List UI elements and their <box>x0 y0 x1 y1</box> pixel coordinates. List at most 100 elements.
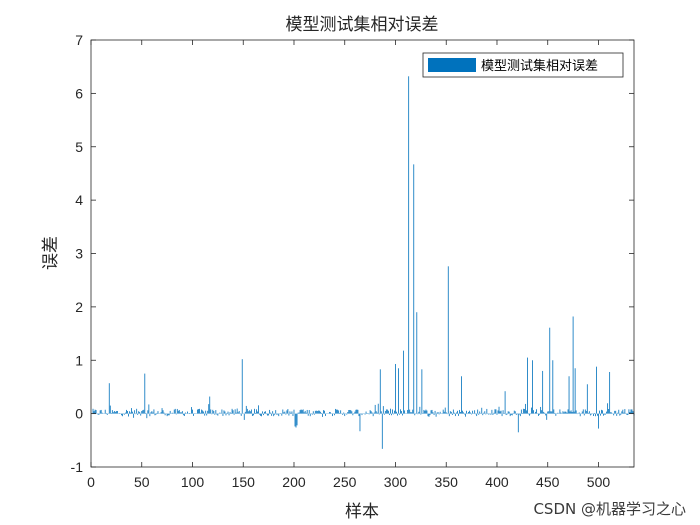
bar <box>448 413 450 417</box>
bar <box>141 411 143 414</box>
bar <box>431 409 433 414</box>
bar <box>477 409 479 414</box>
bar <box>359 413 361 432</box>
bar <box>498 406 500 414</box>
bar <box>278 413 280 417</box>
bar <box>276 413 278 415</box>
bar <box>307 413 309 416</box>
bar <box>109 405 111 414</box>
bar <box>374 404 376 414</box>
bar <box>124 413 125 415</box>
bar <box>552 360 554 414</box>
bar <box>439 411 441 414</box>
bar <box>297 412 299 414</box>
bar <box>207 410 209 414</box>
bar <box>269 409 271 414</box>
bar <box>551 411 553 414</box>
bar <box>130 412 131 414</box>
bar <box>224 411 226 414</box>
bar <box>517 413 519 433</box>
bar <box>394 410 395 414</box>
bar <box>300 409 302 414</box>
bar <box>616 413 618 416</box>
bar <box>256 409 257 414</box>
bar <box>429 413 431 416</box>
bar <box>575 410 577 414</box>
bar <box>221 409 223 414</box>
bar <box>97 413 99 415</box>
bar <box>114 411 116 414</box>
bar <box>131 408 132 414</box>
bar <box>382 406 384 414</box>
plot-area <box>91 40 634 467</box>
bar <box>241 359 243 414</box>
bar <box>319 411 321 414</box>
bar <box>447 266 449 414</box>
bar <box>518 413 520 415</box>
bar <box>245 405 247 414</box>
bar <box>411 412 413 414</box>
bar <box>548 411 550 414</box>
bar <box>163 412 165 414</box>
bar <box>127 411 128 414</box>
bar <box>282 409 284 414</box>
bar <box>192 409 193 414</box>
bar <box>594 412 595 414</box>
bar <box>462 410 463 414</box>
bar <box>623 412 625 414</box>
bar <box>335 408 337 414</box>
y-tick-label: 1 <box>75 352 83 368</box>
bar <box>361 413 363 416</box>
bar <box>573 411 575 414</box>
bar <box>108 383 110 414</box>
bar <box>228 413 230 416</box>
bar <box>425 409 427 414</box>
bar <box>260 413 261 416</box>
bar <box>593 413 594 416</box>
bars-group <box>91 76 635 449</box>
bar <box>180 412 182 414</box>
x-axis-label: 样本 <box>345 502 379 522</box>
bar <box>602 410 603 414</box>
legend: 模型测试集相对误差 <box>422 52 624 78</box>
bar <box>111 410 113 414</box>
bar <box>574 368 576 414</box>
bar <box>234 409 236 414</box>
bar <box>583 413 585 416</box>
bar <box>474 410 476 414</box>
bar <box>318 410 320 414</box>
bar <box>252 413 254 416</box>
bar <box>199 408 200 414</box>
bar <box>387 410 389 414</box>
bar <box>348 410 350 414</box>
bar <box>198 409 199 414</box>
bar <box>369 410 371 414</box>
bar <box>277 413 279 415</box>
bar <box>92 408 94 414</box>
bar <box>255 412 256 414</box>
bar <box>281 413 283 416</box>
bar <box>468 411 469 414</box>
bar <box>565 411 567 414</box>
bar <box>399 413 400 415</box>
bar <box>465 413 466 417</box>
bar <box>129 411 130 414</box>
bar <box>176 408 178 414</box>
bar <box>502 410 504 414</box>
bar <box>458 413 459 416</box>
bar <box>322 413 323 417</box>
bar <box>126 409 127 414</box>
bar <box>511 413 513 416</box>
bar <box>435 413 437 417</box>
bar <box>304 410 306 414</box>
bar <box>541 410 543 414</box>
bar <box>317 410 319 414</box>
bar <box>620 413 622 415</box>
bar <box>463 412 464 414</box>
bar <box>146 413 148 419</box>
bar <box>110 412 112 414</box>
bar <box>329 411 330 414</box>
bar <box>524 403 526 414</box>
bar <box>344 413 346 417</box>
bar <box>500 410 502 414</box>
